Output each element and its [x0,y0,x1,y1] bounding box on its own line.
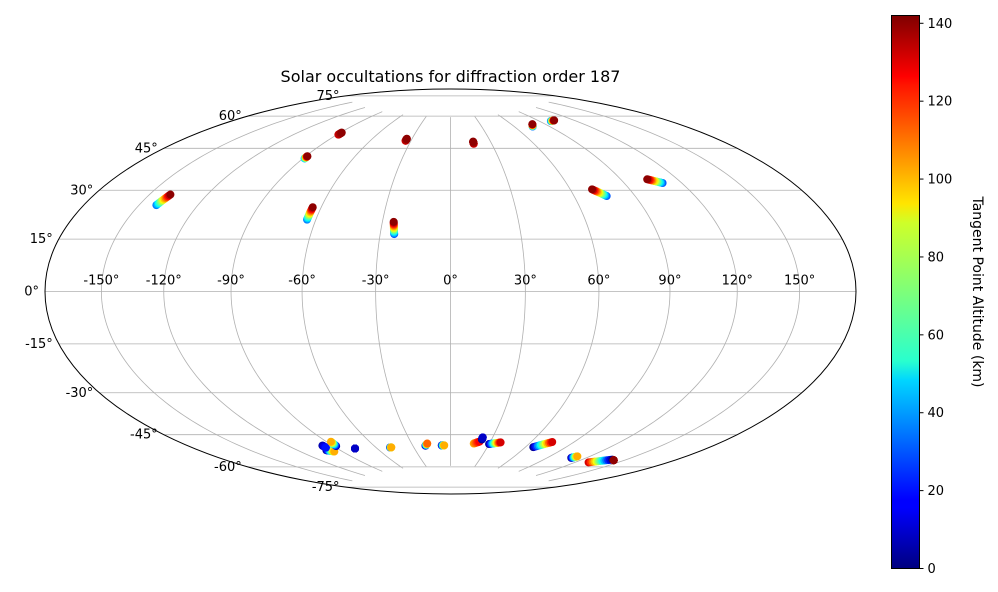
colorbar-tick-label: 140 [928,17,953,32]
occultation-point [469,137,478,146]
longitude-label: -150° [83,274,119,289]
longitude-label: 150° [784,274,815,289]
occultation-point [337,128,346,137]
colorbar-tick-label: 40 [928,406,945,421]
occultation-point [166,190,175,199]
longitude-label: -30° [362,274,390,289]
latitude-label: 60° [219,109,242,124]
longitude-tick-labels: -150° -120° -90° -60° -30° 0° 30° 60° 90° 120° 150… [83,274,815,289]
occultation-point [550,116,559,125]
longitude-label: 90° [658,274,681,289]
colorbar-tick-label: 120 [928,95,953,110]
occultation-point [548,438,557,447]
occultation-point [609,456,618,465]
longitude-label: 120° [722,274,753,289]
latitude-label: -60° [214,460,242,475]
occultation-point [423,439,432,448]
chart-title: Solar occultations for diffraction order… [281,67,621,86]
longitude-label: 30° [514,274,537,289]
graticule [45,95,856,488]
latitude-label: 75° [317,89,340,104]
colorbar [891,15,920,569]
latitude-label: -15° [25,337,53,352]
colorbar-tick-label: 20 [928,484,945,499]
colorbar-tick-label: 60 [928,328,945,343]
colorbar-label: Tangent Point Altitude (km) [969,195,985,387]
latitude-label: 30° [70,183,93,198]
data-points [152,116,667,467]
longitude-label: 60° [587,274,610,289]
occultation-point [588,185,597,194]
latitude-label: -75° [312,480,340,495]
latitude-label: -30° [66,386,94,401]
occultation-point [528,120,537,129]
occultation-point [573,452,582,461]
occultation-point [389,217,398,226]
occultation-point [643,175,652,184]
latitude-tick-labels: 75° 60° 45° 30° 15° 0° -15° -30° -45° -60° -75° [24,89,339,495]
colorbar-ticks: 0 20 40 60 80 100 120 140 [919,17,953,577]
occultation-point [496,438,505,447]
colorbar-tick-label: 80 [928,250,945,265]
occultation-point [308,203,317,212]
colorbar-tick-label: 100 [928,173,953,188]
occultation-point [440,441,449,450]
occultation-point [478,433,487,442]
longitude-label: -120° [146,274,182,289]
occultation-point [303,152,312,161]
latitude-label: -45° [130,428,158,443]
occultation-point [326,437,335,446]
occultation-point [387,443,396,452]
latitude-label: 15° [30,232,53,247]
occultation-point [402,134,411,143]
longitude-label: -90° [217,274,245,289]
latitude-label: 0° [24,285,39,300]
longitude-label: -60° [288,274,316,289]
latitude-label: 45° [135,141,158,156]
occultation-point [321,443,330,452]
occultation-point [351,444,360,453]
longitude-label: 0° [443,274,458,289]
colorbar-tick-label: 0 [928,562,936,577]
map-boundary [44,88,857,495]
